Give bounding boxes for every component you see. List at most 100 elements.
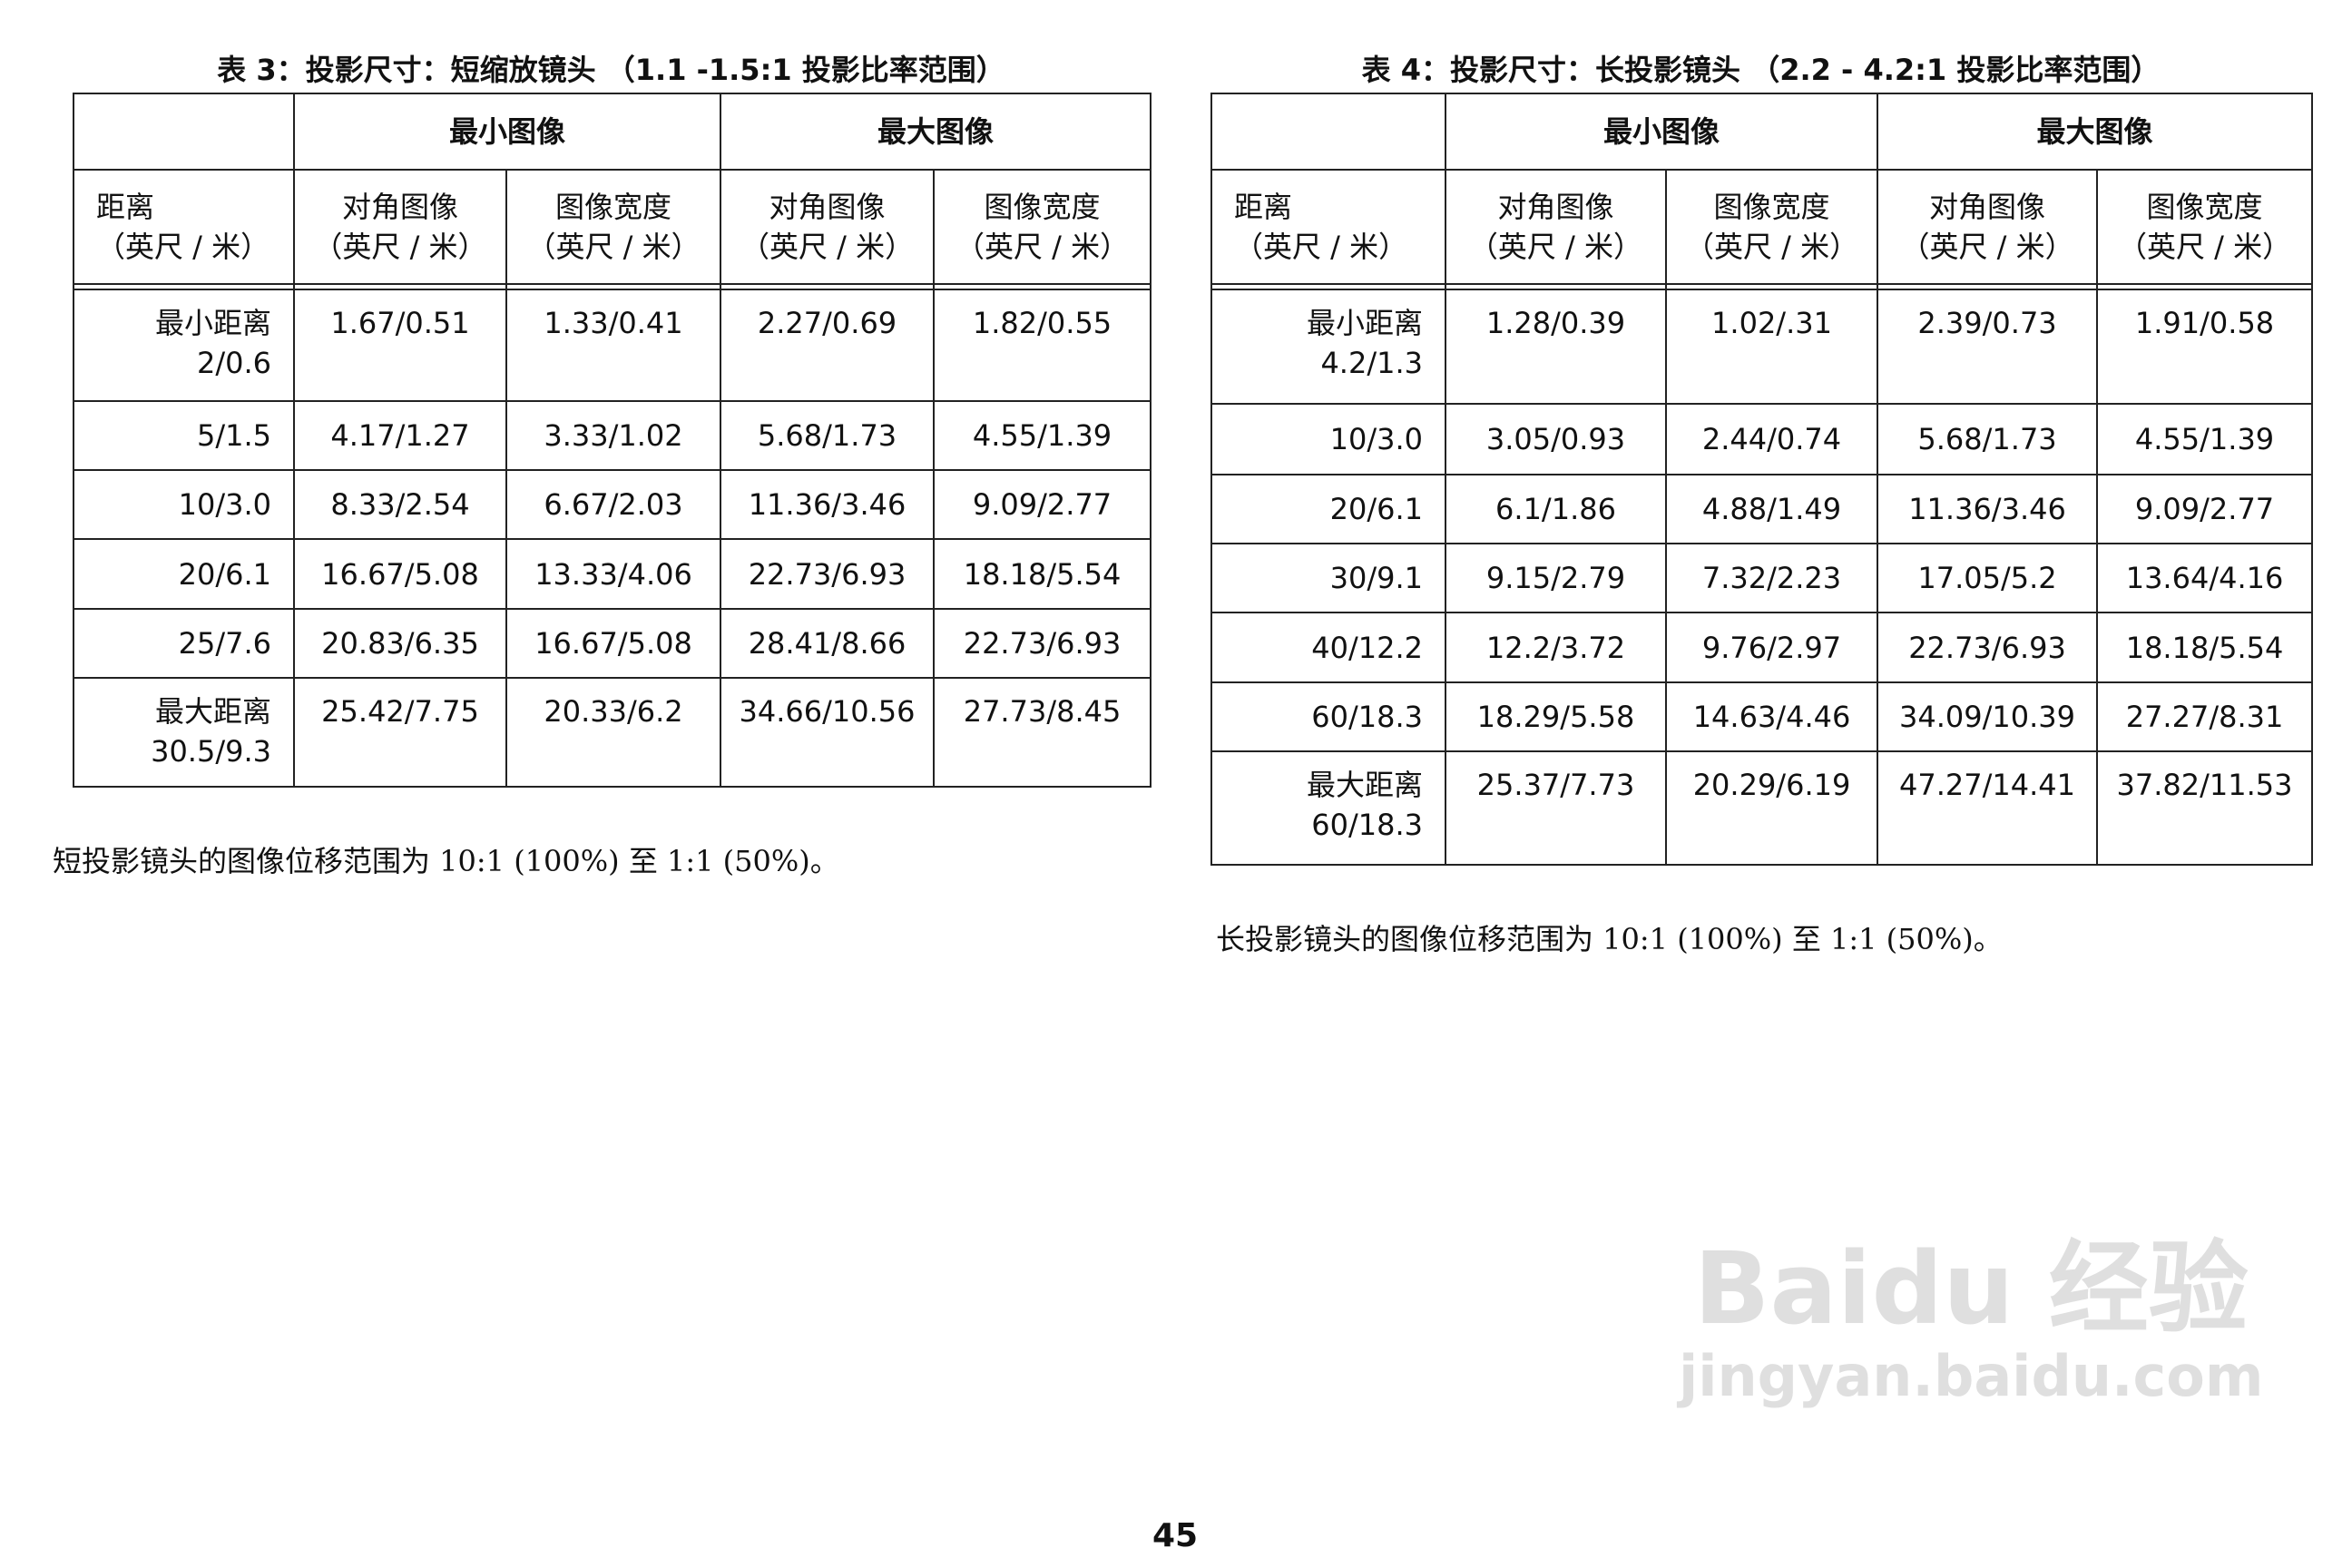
value-cell: 17.05/5.2	[1877, 543, 2099, 613]
distance-label: 最小距离	[154, 306, 271, 340]
column-header: 对角图像 （英尺 / 米）	[293, 169, 507, 285]
table-row: 5/1.5 4.17/1.27 3.33/1.02 5.68/1.73 4.55/1.3…	[73, 400, 1152, 471]
value-cell: 4.17/1.27	[293, 400, 507, 471]
value-cell: 25.37/7.73	[1445, 750, 1667, 866]
table-row: 40/12.2 12.2/3.72 9.76/2.97 22.73/6.93 18.18…	[1210, 612, 2314, 683]
value-cell: 11.36/3.46	[720, 469, 936, 540]
distance-value: 5/1.5	[196, 418, 271, 453]
value-cell: 1.28/0.39	[1445, 289, 1667, 405]
distance-value: 4.2/1.3	[1320, 346, 1423, 380]
distance-value: 10/3.0	[1329, 422, 1423, 456]
column-header: 图像宽度 （英尺 / 米）	[2096, 169, 2314, 285]
table3-short-zoom-lens: 最小图像 最大图像 距离 （英尺 / 米） 对角图像 （英尺 / 米） 图像宽度 （英尺 / …	[73, 93, 1152, 788]
distance-cell: 25/7.6	[73, 608, 295, 679]
table-row: 20/6.1 16.67/5.08 13.33/4.06 22.73/6.93 18.1…	[73, 538, 1152, 610]
distance-value: 60/18.3	[1311, 808, 1423, 842]
column-header-unit: （英尺 / 米）	[740, 230, 915, 264]
table3-title: 表 3：投影尺寸：短缩放镜头 （1.1 -1.5:1 投影比率范围）	[217, 53, 1005, 87]
value-cell: 4.55/1.39	[933, 400, 1152, 471]
column-header-row: 距离 （英尺 / 米） 对角图像 （英尺 / 米） 图像宽度 （英尺 / 米） 对角图像 （英…	[1210, 169, 2314, 285]
rule-cell	[1210, 283, 1446, 290]
column-header: 对角图像 （英尺 / 米）	[720, 169, 936, 285]
empty-corner-cell	[1210, 93, 1446, 171]
distance-cell: 5/1.5	[73, 400, 295, 471]
value-cell: 1.67/0.51	[293, 289, 507, 402]
table-row: 25/7.6 20.83/6.35 16.67/5.08 28.41/8.66 22.7…	[73, 608, 1152, 679]
watermark-line2: jingyan.baidu.com	[1679, 1343, 2264, 1409]
column-header: 距离 （英尺 / 米）	[1210, 169, 1446, 285]
value-cell: 13.64/4.16	[2096, 543, 2314, 613]
column-header-title: 对角图像	[1929, 190, 2046, 224]
distance-cell: 最大距离 60/18.3	[1210, 750, 1446, 866]
value-cell: 22.73/6.93	[933, 608, 1152, 679]
value-cell: 25.42/7.75	[293, 677, 507, 788]
value-cell: 2.39/0.73	[1877, 289, 2099, 405]
value-cell: 5.68/1.73	[1877, 403, 2099, 475]
value-cell: 5.68/1.73	[720, 400, 936, 471]
table-row: 10/3.0 8.33/2.54 6.67/2.03 11.36/3.46 9.09/2…	[73, 469, 1152, 540]
value-cell: 18.18/5.54	[2096, 612, 2314, 683]
distance-cell: 10/3.0	[73, 469, 295, 540]
value-cell: 2.27/0.69	[720, 289, 936, 402]
value-cell: 14.63/4.46	[1664, 681, 1879, 752]
column-header-unit: （英尺 / 米）	[955, 230, 1130, 264]
rule-cell	[73, 283, 295, 290]
table-row: 20/6.1 6.1/1.86 4.88/1.49 11.36/3.46 9.09/2.…	[1210, 474, 2314, 544]
column-header-title: 图像宽度	[1713, 190, 1830, 224]
table3-note: 短投影镜头的图像位移范围为 10:1 (100%) 至 1:1 (50%)。	[53, 844, 839, 878]
double-rule	[73, 283, 1152, 290]
distance-cell: 60/18.3	[1210, 681, 1446, 752]
value-cell: 3.05/0.93	[1445, 403, 1667, 475]
value-cell: 9.15/2.79	[1445, 543, 1667, 613]
distance-value: 60/18.3	[1311, 700, 1423, 734]
column-header: 距离 （英尺 / 米）	[73, 169, 295, 285]
rule-cell	[2096, 283, 2314, 290]
table-row: 最小距离 2/0.6 1.67/0.51 1.33/0.41 2.27/0.69 1.82…	[73, 289, 1152, 402]
value-cell: 1.91/0.58	[2096, 289, 2314, 405]
column-header-title: 对角图像	[1497, 190, 1614, 224]
value-cell: 1.33/0.41	[505, 289, 722, 402]
column-header-unit: （英尺 / 米）	[526, 230, 701, 264]
watermark-line1: Baidu 经验	[1693, 1230, 2249, 1347]
column-header-title: 对角图像	[341, 190, 458, 224]
rule-cell	[1664, 283, 1879, 290]
group-header: 最大图像	[720, 93, 1152, 171]
value-cell: 22.73/6.93	[720, 538, 936, 610]
column-header: 图像宽度 （英尺 / 米）	[1664, 169, 1879, 285]
distance-label: 最小距离	[1306, 306, 1423, 340]
value-cell: 18.29/5.58	[1445, 681, 1667, 752]
value-cell: 16.67/5.08	[505, 608, 722, 679]
distance-cell: 最大距离 30.5/9.3	[73, 677, 295, 788]
value-cell: 20.29/6.19	[1664, 750, 1879, 866]
value-cell: 1.02/.31	[1664, 289, 1879, 405]
value-cell: 2.44/0.74	[1664, 403, 1879, 475]
table-row: 最大距离 30.5/9.3 25.42/7.75 20.33/6.2 34.66/10.…	[73, 677, 1152, 788]
value-cell: 8.33/2.54	[293, 469, 507, 540]
value-cell: 9.09/2.77	[933, 469, 1152, 540]
column-header-title: 距离	[96, 190, 155, 224]
value-cell: 27.27/8.31	[2096, 681, 2314, 752]
value-cell: 34.66/10.56	[720, 677, 936, 788]
rule-cell	[293, 283, 507, 290]
column-header-unit: （英尺 / 米）	[2117, 230, 2292, 264]
empty-corner-cell	[73, 93, 295, 171]
column-header-title: 距离	[1234, 190, 1293, 224]
group-header: 最小图像	[292, 93, 722, 171]
rule-cell	[933, 283, 1152, 290]
distance-cell: 20/6.1	[73, 538, 295, 610]
value-cell: 4.88/1.49	[1664, 474, 1879, 544]
baidu-watermark: Baidu 经验 jingyan.baidu.com	[1679, 1234, 2263, 1409]
value-cell: 12.2/3.72	[1445, 612, 1667, 683]
table4-note: 长投影镜头的图像位移范围为 10:1 (100%) 至 1:1 (50%)。	[1216, 922, 2003, 956]
value-cell: 20.33/6.2	[505, 677, 722, 788]
value-cell: 16.67/5.08	[293, 538, 507, 610]
distance-value: 20/6.1	[1329, 492, 1423, 526]
group-header: 最大图像	[1877, 93, 2314, 171]
distance-cell: 最小距离 4.2/1.3	[1210, 289, 1446, 405]
table4-title: 表 4：投影尺寸：长投影镜头 （2.2 - 4.2:1 投影比率范围）	[1361, 53, 2161, 87]
value-cell: 22.73/6.93	[1877, 612, 2099, 683]
value-cell: 3.33/1.02	[505, 400, 722, 471]
distance-value: 40/12.2	[1311, 630, 1423, 665]
value-cell: 6.67/2.03	[505, 469, 722, 540]
value-cell: 13.33/4.06	[505, 538, 722, 610]
